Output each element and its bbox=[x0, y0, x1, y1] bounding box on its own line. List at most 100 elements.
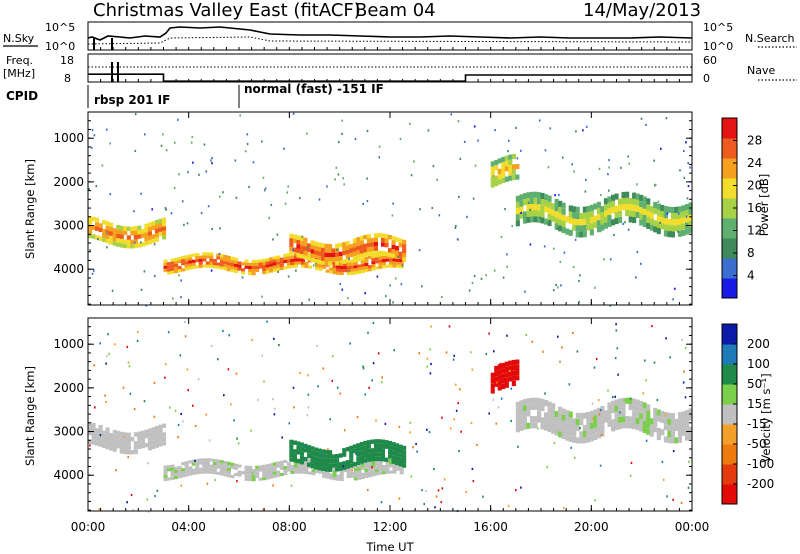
scatter-cell bbox=[392, 264, 397, 268]
scatter-cell bbox=[315, 263, 320, 267]
scatter-speckle bbox=[687, 162, 689, 165]
scatter-cell bbox=[321, 453, 326, 459]
scatter-speckle bbox=[139, 241, 142, 244]
scatter-speckle bbox=[362, 365, 364, 368]
scatter-speckle bbox=[453, 418, 455, 421]
scatter-cell bbox=[377, 439, 382, 444]
scatter-cell bbox=[494, 376, 499, 382]
scatter-cell bbox=[269, 469, 274, 473]
scatter-cell bbox=[255, 265, 260, 269]
scatter-cell bbox=[279, 460, 284, 464]
scatter-cell bbox=[618, 410, 623, 417]
scatter-cell bbox=[314, 447, 319, 452]
scatter-cell bbox=[540, 398, 545, 405]
scatter-cell bbox=[360, 475, 365, 479]
scatter-cell bbox=[402, 450, 407, 455]
freq-panel-frame bbox=[87, 53, 693, 83]
scatter-cell bbox=[572, 436, 577, 443]
scatter-cell bbox=[296, 458, 301, 464]
scatter-cell bbox=[219, 463, 224, 467]
scatter-cell bbox=[283, 253, 288, 257]
scatter-speckle bbox=[685, 141, 687, 144]
scatter-cell bbox=[515, 401, 520, 408]
scatter-speckle bbox=[438, 214, 441, 217]
scatter-speckle bbox=[645, 439, 648, 442]
scatter-cell bbox=[322, 471, 327, 475]
scatter-cell bbox=[112, 228, 117, 233]
scatter-cell bbox=[670, 413, 675, 420]
scatter-cell bbox=[299, 240, 304, 246]
scatter-speckle bbox=[474, 164, 477, 167]
scatter-cell bbox=[137, 230, 142, 235]
scatter-cell bbox=[540, 217, 545, 224]
scatter-cell bbox=[490, 372, 495, 378]
scatter-cell bbox=[317, 251, 322, 256]
scatter-cell bbox=[649, 424, 654, 431]
scatter-cell bbox=[119, 440, 124, 445]
scatter-speckle bbox=[101, 164, 104, 167]
scatter-speckle bbox=[137, 331, 139, 334]
scatter-speckle bbox=[329, 418, 331, 421]
scatter-cell bbox=[181, 474, 186, 478]
scatter-cell bbox=[600, 224, 605, 231]
scatter-cell bbox=[558, 431, 563, 438]
scatter-cell bbox=[315, 469, 320, 473]
scatter-cell bbox=[596, 207, 601, 214]
scatter-cell bbox=[367, 461, 372, 465]
scatter-cell bbox=[373, 233, 378, 238]
scatter-cell bbox=[339, 265, 344, 269]
scatter-cell bbox=[140, 435, 145, 440]
scatter-cell bbox=[181, 259, 186, 263]
colorbar-tick-label: -50 bbox=[747, 437, 767, 451]
scatter-cell bbox=[558, 406, 563, 413]
scatter-cell bbox=[147, 445, 152, 451]
scatter-cell bbox=[265, 467, 270, 471]
scatter-speckle bbox=[452, 358, 455, 361]
scatter-cell bbox=[572, 224, 577, 231]
scatter-cell bbox=[674, 425, 679, 432]
scatter-cell bbox=[248, 262, 253, 266]
scatter-cell bbox=[339, 259, 344, 263]
scatter-cell bbox=[600, 418, 605, 425]
scatter-cell bbox=[359, 236, 364, 241]
scatter-cell bbox=[112, 237, 117, 242]
scatter-cell bbox=[497, 168, 502, 174]
scatter-cell bbox=[389, 461, 394, 465]
scatter-speckle bbox=[301, 235, 304, 238]
scatter-cell bbox=[353, 268, 358, 272]
scatter-cell bbox=[195, 265, 200, 269]
scatter-cell bbox=[345, 447, 350, 452]
scatter-cell bbox=[635, 417, 640, 424]
scatter-cell bbox=[283, 472, 288, 476]
scatter-cell bbox=[558, 413, 563, 420]
scatter-speckle bbox=[653, 361, 656, 364]
scatter-cell bbox=[352, 461, 357, 467]
scatter-speckle bbox=[123, 436, 126, 439]
scatter-speckle bbox=[546, 466, 548, 469]
scatter-cell bbox=[515, 420, 520, 427]
scatter-cell bbox=[154, 430, 159, 435]
scatter-speckle bbox=[99, 434, 102, 437]
scatter-speckle bbox=[250, 429, 252, 432]
scatter-cell bbox=[565, 410, 570, 417]
scatter-cell bbox=[642, 408, 647, 415]
scatter-speckle bbox=[292, 248, 294, 251]
scatter-speckle bbox=[338, 140, 340, 144]
scatter-cell bbox=[519, 194, 524, 201]
colorbar-swatch bbox=[722, 464, 737, 485]
scatter-cell bbox=[688, 208, 693, 215]
scatter-cell bbox=[226, 265, 231, 269]
scatter-speckle bbox=[432, 165, 435, 168]
scatter-cell bbox=[374, 466, 379, 470]
scatter-cell bbox=[346, 468, 351, 472]
scatter-cell bbox=[174, 473, 179, 477]
scatter-cell bbox=[593, 433, 598, 440]
scatter-speckle bbox=[162, 133, 164, 136]
scatter-cell bbox=[357, 464, 362, 468]
scatter-cell bbox=[296, 244, 301, 249]
colorbar-tick-label: -100 bbox=[747, 457, 774, 471]
scatter-speckle bbox=[473, 275, 476, 278]
scatter-cell bbox=[353, 477, 358, 481]
scatter-cell bbox=[596, 201, 601, 208]
scatter-cell bbox=[216, 465, 221, 469]
